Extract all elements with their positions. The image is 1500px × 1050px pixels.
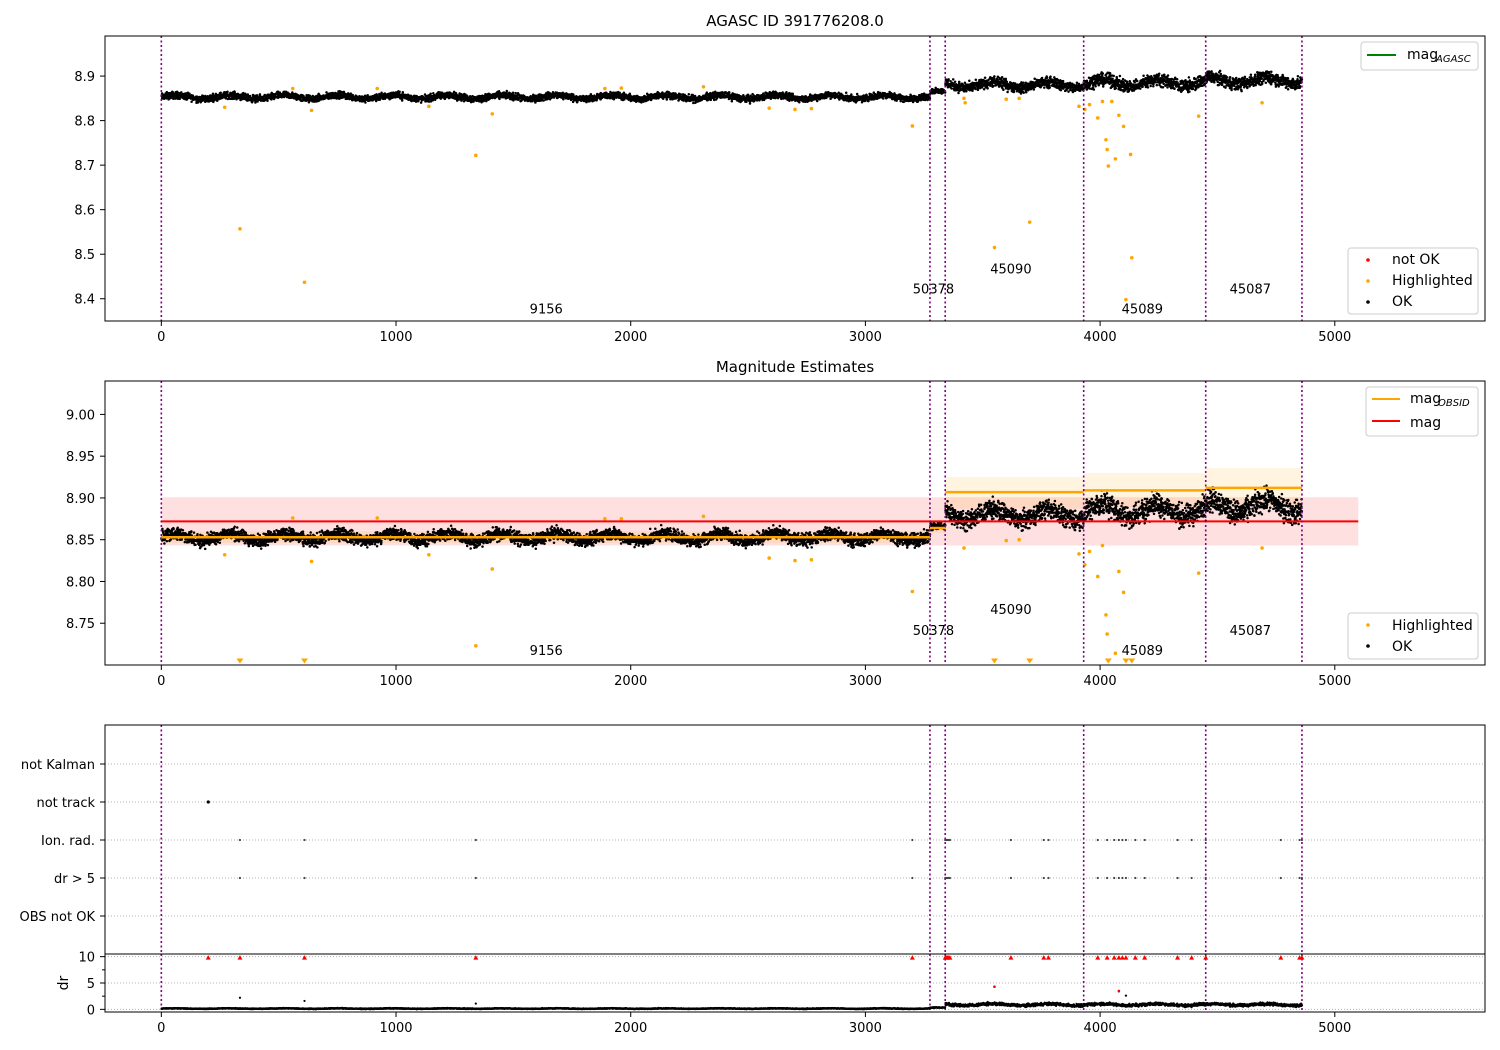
- ok-point: [665, 98, 669, 101]
- ok-point: [1048, 86, 1051, 89]
- ok-point: [498, 97, 501, 101]
- ok-point: [993, 75, 996, 78]
- ok-point: [1045, 76, 1049, 80]
- ok-point: [1002, 88, 1005, 92]
- ok-point: [1005, 80, 1009, 83]
- ok-point: [709, 98, 713, 102]
- ok-point: [429, 92, 432, 95]
- ok-point: [815, 99, 819, 103]
- ok-point: [188, 92, 191, 96]
- ok-point: [1049, 75, 1052, 78]
- ok-point: [965, 90, 968, 93]
- ok-point: [986, 87, 989, 90]
- ok-point: [1040, 76, 1044, 80]
- ok-point: [798, 101, 801, 104]
- ok-point: [398, 90, 401, 94]
- ok-point: [374, 99, 378, 103]
- ok-point: [1000, 76, 1004, 79]
- ok-point: [974, 87, 977, 91]
- ok-point: [692, 101, 695, 105]
- ok-point: [190, 100, 193, 103]
- ok-point: [953, 80, 957, 83]
- ok-point: [844, 91, 848, 94]
- ok-point: [511, 91, 515, 94]
- ok-point: [419, 101, 423, 104]
- ok-point: [1059, 88, 1063, 92]
- ok-point: [968, 79, 971, 83]
- ok-point: [270, 98, 273, 101]
- ok-point: [951, 78, 955, 81]
- ok-point: [246, 93, 250, 96]
- ok-point: [325, 91, 328, 94]
- ok-point: [226, 90, 229, 94]
- ok-point: [687, 93, 691, 96]
- ok-point: [958, 81, 961, 85]
- top-panel-points: [160, 69, 1304, 302]
- ok-point: [562, 97, 565, 101]
- ok-point: [957, 91, 960, 95]
- ok-point: [514, 91, 517, 95]
- ok-point: [1022, 91, 1025, 94]
- ok-point: [983, 76, 987, 79]
- ok-point: [748, 102, 752, 105]
- ok-point: [1043, 86, 1046, 89]
- ok-point: [172, 97, 175, 100]
- ok-point: [850, 93, 853, 96]
- ok-point: [505, 89, 509, 93]
- ok-point: [1061, 79, 1065, 83]
- ok-point: [855, 92, 859, 96]
- ok-point: [266, 99, 269, 103]
- ok-point: [971, 89, 974, 93]
- ok-point: [1012, 90, 1016, 94]
- ok-point: [950, 87, 953, 90]
- ok-point: [233, 90, 236, 94]
- ok-point: [1032, 88, 1036, 91]
- ok-point: [219, 91, 222, 95]
- ok-point: [728, 91, 731, 95]
- ok-point: [1006, 90, 1009, 94]
- ok-point: [223, 90, 226, 94]
- top-panel-agasc: AGASC ID 391776208.0 9156503784509045089…: [74, 12, 1486, 345]
- ok-point: [364, 101, 367, 104]
- ok-point: [226, 97, 230, 101]
- ok-point: [1004, 77, 1008, 81]
- ok-point: [947, 78, 950, 81]
- ok-point: [1021, 81, 1025, 84]
- ok-point: [618, 91, 621, 94]
- ok-point: [178, 97, 181, 101]
- ok-point: [401, 91, 405, 94]
- ok-point: [1024, 91, 1028, 94]
- top-panel-title: AGASC ID 391776208.0: [706, 12, 884, 30]
- ok-point: [211, 92, 215, 95]
- ok-point: [974, 78, 978, 81]
- ok-point: [882, 97, 885, 100]
- ok-point: [180, 91, 183, 94]
